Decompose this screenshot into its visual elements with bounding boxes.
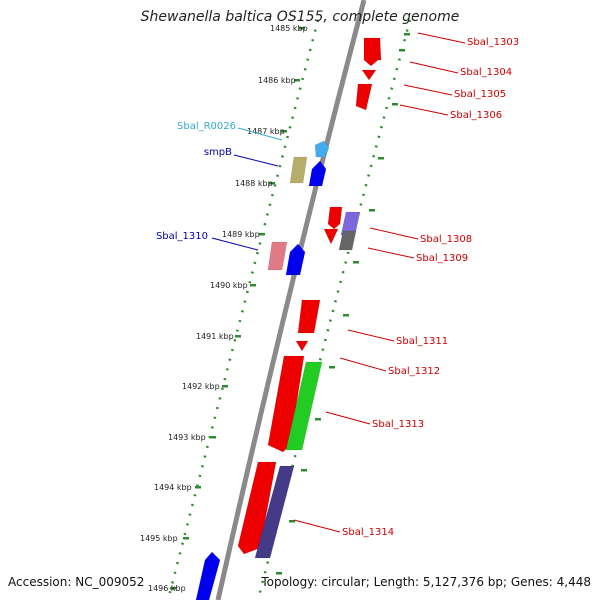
label-leaders — [211, 32, 466, 533]
gene-label: Sbal_R0026 — [177, 121, 236, 132]
blue-gene-1310 — [285, 243, 306, 276]
leader-line — [237, 127, 283, 141]
tick-label: 1491 kbp — [196, 332, 234, 341]
tick-mark — [235, 335, 241, 338]
map-title: Shewanella baltica OS155, complete genom… — [140, 9, 460, 25]
gray-gene-1309 — [338, 230, 357, 251]
tick-mark — [299, 27, 305, 30]
blue-gene-smpb — [308, 160, 327, 187]
fwd-gene-1304 — [361, 69, 377, 81]
tick-mark — [250, 284, 256, 287]
leader-line — [399, 104, 449, 116]
tick-label: 1489 kbp — [222, 230, 260, 239]
tick-mark — [259, 233, 265, 236]
leader-line — [403, 84, 453, 96]
tick-mark — [315, 418, 321, 421]
gene-features — [195, 37, 382, 600]
tick-mark — [399, 49, 405, 52]
tick-label: 1488 kbp — [235, 179, 273, 188]
pink-gene-1310 — [267, 241, 288, 271]
tick-marks: 1485 kbp 1486 kbp 1487 kbp 1488 kbp 1489 kbp… — [140, 24, 410, 593]
tick-mark — [222, 385, 228, 388]
tick-mark — [183, 537, 189, 540]
gene-label: smpB — [204, 147, 232, 158]
tick-mark — [294, 79, 300, 82]
fwd-gene-1303b — [363, 37, 379, 67]
tick-label: 1493 kbp — [168, 433, 206, 442]
gene-label: Sbal_1312 — [388, 366, 440, 377]
tick-label: 1495 kbp — [140, 534, 178, 543]
gene-label: Sbal_1308 — [420, 234, 472, 245]
leader-line — [339, 357, 387, 372]
fwd-gene-1314 — [237, 461, 277, 555]
tick-label: 1485 kbp — [270, 24, 308, 33]
tick-mark — [276, 572, 282, 575]
tick-label: 1487 kbp — [247, 127, 285, 136]
fwd-gene-1308b — [323, 228, 339, 245]
inner-ruler — [166, 19, 320, 600]
tick-mark — [353, 261, 359, 264]
fwd-gene-1312 — [295, 340, 309, 352]
tick-mark — [343, 314, 349, 317]
leader-line — [293, 519, 341, 533]
green-gene-1313 — [285, 361, 323, 451]
leader-line — [369, 227, 419, 240]
kbp-rulers — [166, 19, 412, 600]
tick-mark — [170, 587, 176, 590]
tick-mark — [195, 486, 201, 489]
leader-line — [325, 411, 371, 425]
tick-mark — [404, 33, 410, 36]
tick-label: 1496 kbp — [148, 584, 186, 593]
rna-gene-r0026 — [314, 140, 330, 158]
tick-label: 1490 kbp — [210, 281, 248, 290]
tick-label: 1494 kbp — [154, 483, 192, 492]
blue-gene-bottom — [195, 551, 221, 600]
fwd-gene-1305 — [355, 83, 373, 111]
tick-mark — [210, 436, 216, 439]
tick-label: 1492 kbp — [182, 382, 220, 391]
leader-line — [409, 61, 459, 74]
olive-gene-smpb — [289, 156, 308, 184]
tick-mark — [281, 130, 287, 133]
tick-mark — [269, 182, 275, 185]
tick-label: 1486 kbp — [258, 76, 296, 85]
tick-mark — [289, 520, 295, 523]
tick-mark — [369, 209, 375, 212]
gene-label: Sbal_1303 — [467, 37, 519, 48]
gene-labels: Sbal_1303 Sbal_1304 Sbal_1305 Sbal_1306 Sbal… — [156, 37, 519, 538]
navy-gene-1314 — [254, 465, 295, 559]
fwd-gene-1311 — [297, 299, 321, 334]
gene-label: Sbal_1305 — [454, 89, 506, 100]
gene-label: Sbal_1304 — [460, 67, 512, 78]
accession-text: Accession: NC_009052 — [8, 575, 145, 589]
gene-label: Sbal_1310 — [156, 231, 208, 242]
tick-mark — [378, 157, 384, 160]
leader-line — [347, 329, 395, 342]
leader-line — [367, 247, 415, 259]
tick-mark — [301, 469, 307, 472]
gene-label: Sbal_1309 — [416, 253, 468, 264]
leader-line — [233, 154, 279, 167]
tick-mark — [392, 103, 398, 106]
gene-label: Sbal_1311 — [396, 336, 448, 347]
outer-ruler — [256, 19, 412, 600]
leader-line — [211, 237, 259, 251]
fwd-gene-1308 — [327, 206, 343, 230]
topology-summary: Topology: circular; Length: 5,127,376 bp… — [261, 575, 591, 589]
genome-backbone — [215, 0, 367, 600]
gene-label: Sbal_1314 — [342, 527, 394, 538]
gene-label: Sbal_1313 — [372, 419, 424, 430]
backbone-arc — [215, 0, 367, 600]
leader-line — [417, 32, 466, 44]
tick-mark — [329, 366, 335, 369]
gene-label: Sbal_1306 — [450, 110, 502, 121]
